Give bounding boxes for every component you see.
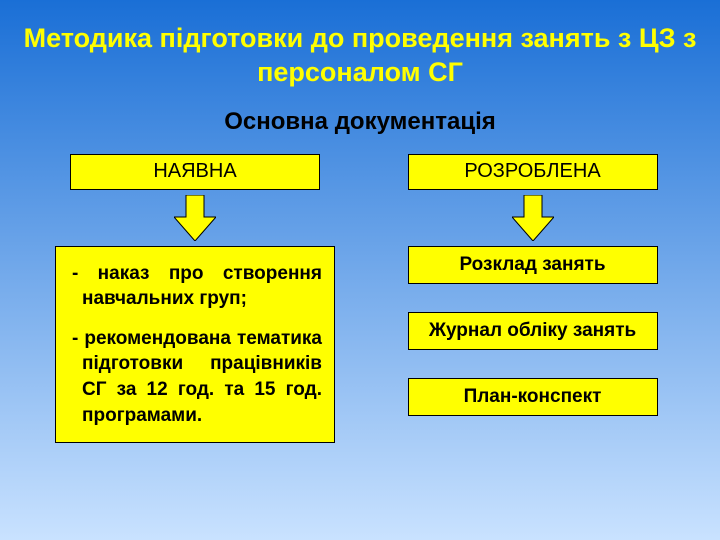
column-left: НАЯВНА - наказ про створення навчальних … — [55, 154, 335, 444]
right-arrow-wrap — [512, 190, 554, 246]
slide-subtitle: Основна документація — [0, 108, 720, 136]
down-arrow-icon — [512, 195, 554, 241]
left-arrow-wrap — [174, 190, 216, 246]
right-box-2: План-конспект — [408, 378, 658, 416]
right-stack: Розклад занять Журнал обліку занять План… — [408, 246, 658, 416]
right-box-1: Журнал обліку занять — [408, 312, 658, 350]
slide-title: Методика підготовки до проведення занять… — [0, 0, 720, 90]
left-item-0: - наказ про створення навчальних груп; — [72, 261, 322, 312]
left-text-box: - наказ про створення навчальних груп; -… — [55, 246, 335, 444]
left-header-box: НАЯВНА — [70, 154, 320, 190]
column-right: РОЗРОБЛЕНА Розклад занять Журнал обліку … — [400, 154, 665, 444]
right-header-box: РОЗРОБЛЕНА — [408, 154, 658, 190]
right-box-0: Розклад занять — [408, 246, 658, 284]
columns-container: НАЯВНА - наказ про створення навчальних … — [0, 154, 720, 444]
down-arrow-icon — [174, 195, 216, 241]
left-item-1: - рекомендована тематика підготовки прац… — [72, 326, 322, 429]
